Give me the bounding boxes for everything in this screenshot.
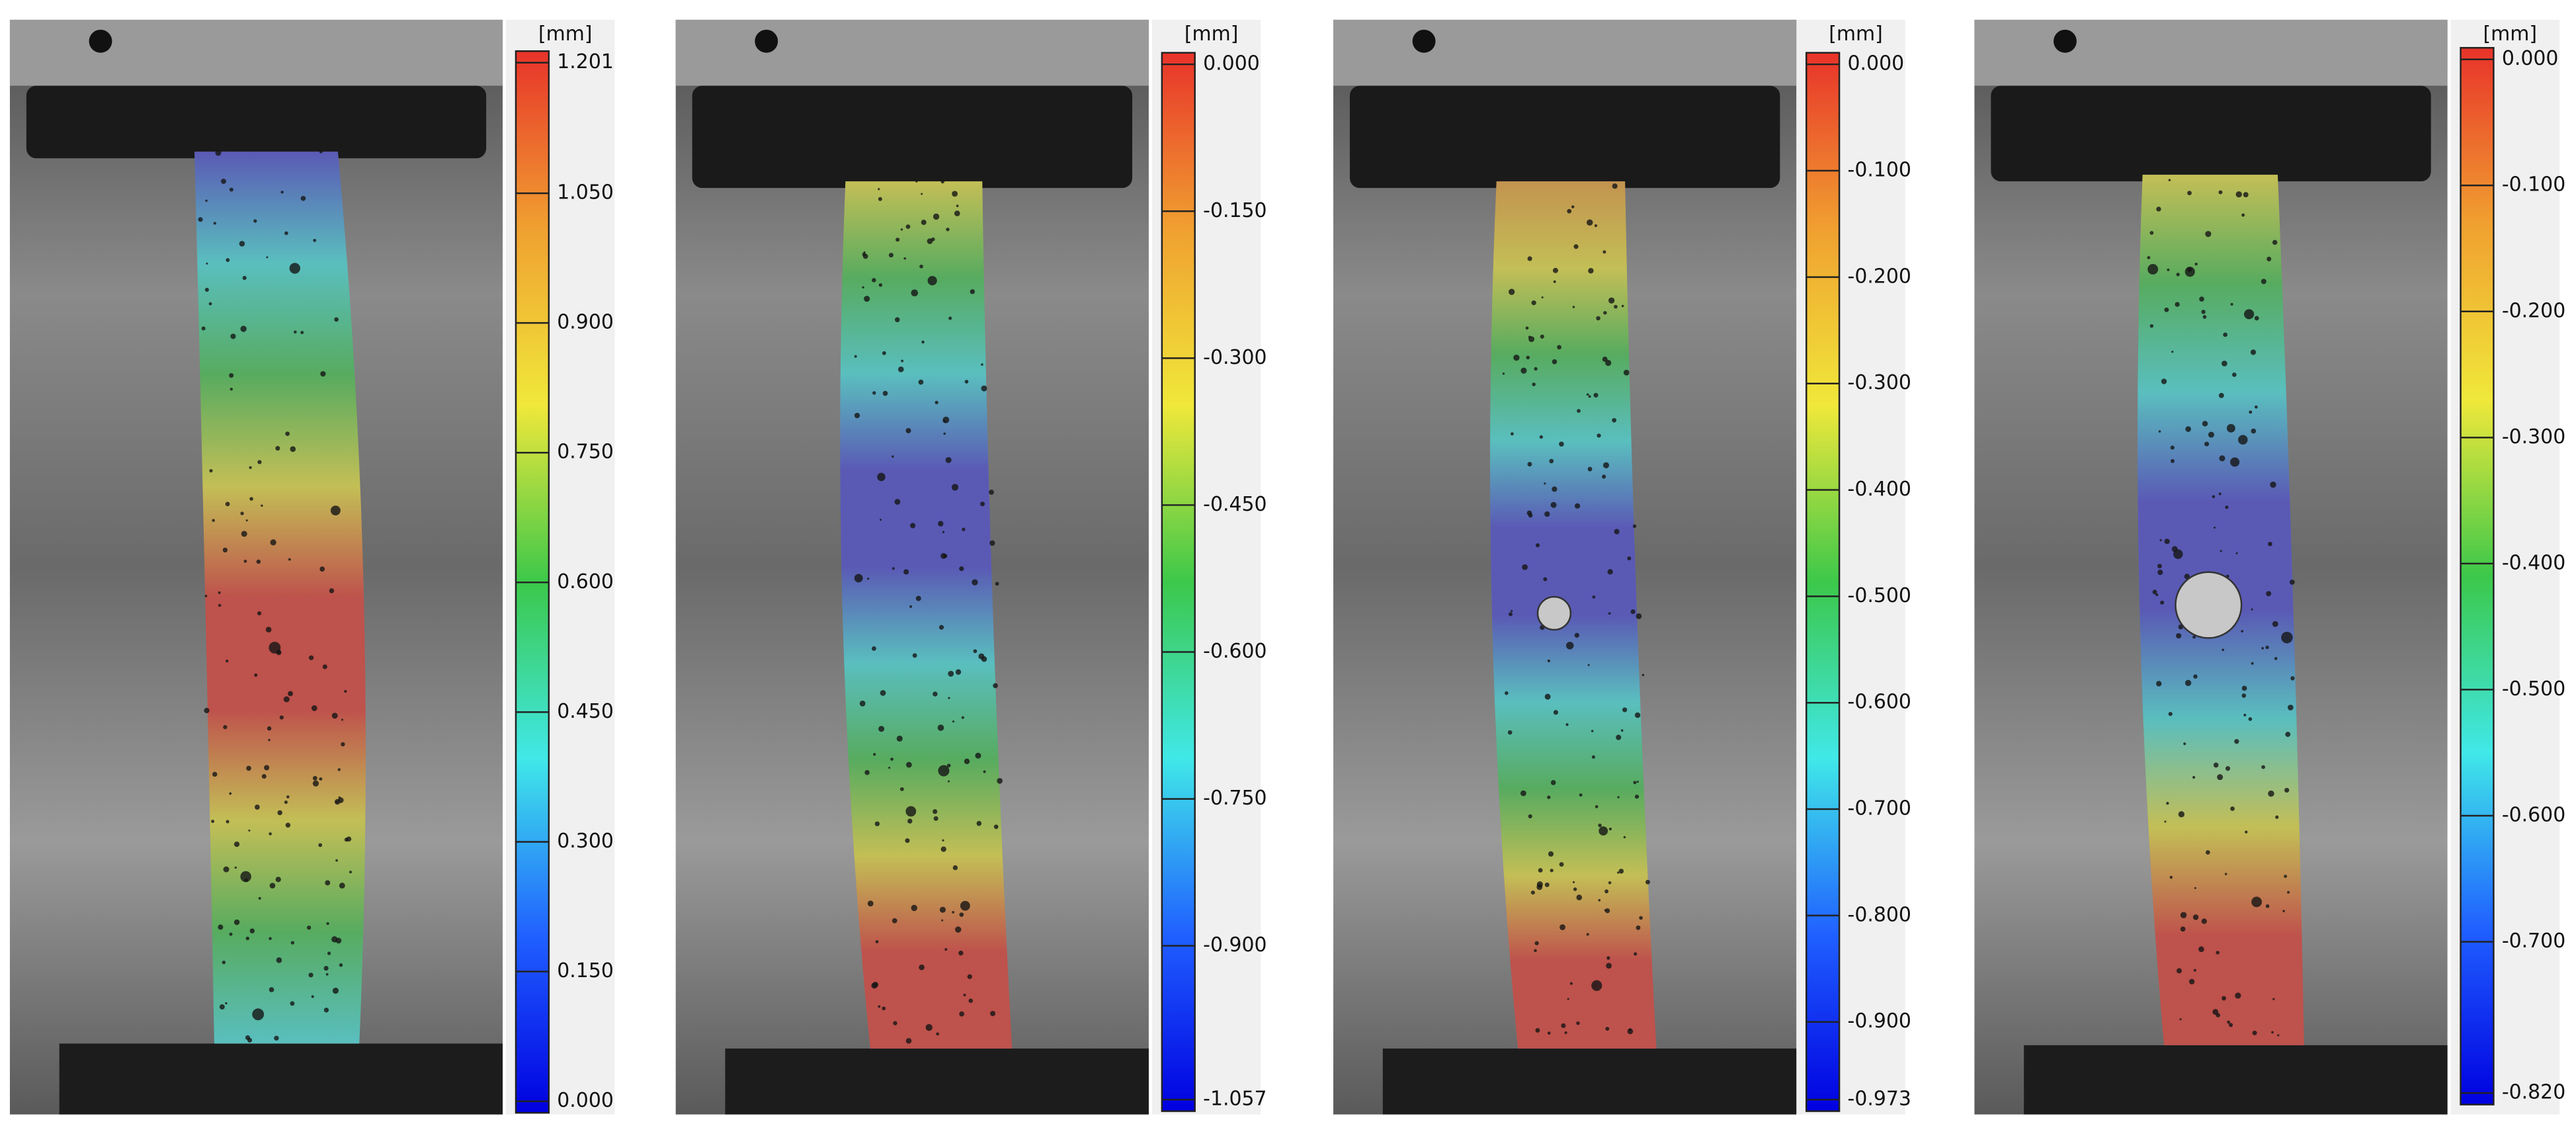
colorbar-tick-label: -0.400	[2502, 551, 2565, 574]
panel: [mm]0.000 -0.100 -0.200 -0.300 -0.400 -0.500 -…	[1974, 19, 2565, 1115]
colorbar-tick-label: 0.900	[557, 311, 614, 334]
colorbar-tick-label: 0.000	[1848, 52, 1905, 75]
colorbar-tick-label: 0.600	[557, 570, 614, 593]
colorbar-unit: [mm]	[1184, 22, 1239, 46]
colorbar-unit: [mm]	[538, 22, 593, 46]
colorbar-tick-label: -0.400	[1848, 478, 1911, 501]
colorbar-tick-label: 0.750	[557, 441, 614, 464]
colorbar-tick-label: -0.700	[2502, 930, 2565, 953]
colorbar-tick-label: 0.150	[557, 959, 614, 982]
colorbar-tick-label: -0.100	[2502, 173, 2565, 196]
colorbar-tick-label: -0.450	[1203, 493, 1267, 516]
colorbar-tick-label: -0.820	[2502, 1081, 2565, 1104]
colorbar-tick-label: -0.600	[1203, 640, 1267, 663]
colorbar-tick-label: 0.000	[1203, 52, 1260, 75]
colorbar-tick-label: -0.900	[1203, 933, 1267, 957]
colorbar-tick-label: -0.300	[1848, 371, 1911, 394]
panel: [mm] 0.000 -0.150 -0.300 -0.450 -0.600 -0.750 -…	[675, 19, 1267, 1115]
colorbar-tick-label: -0.200	[1848, 265, 1911, 288]
colorbar-tick-label: -0.900	[1848, 1010, 1911, 1033]
specimen-photo	[1974, 19, 2448, 1115]
colorbar-tick-label: -0.300	[2502, 425, 2565, 449]
colorbar-tick-label: -0.750	[1203, 787, 1267, 810]
colorbar-tick-label: -0.200	[2502, 299, 2565, 322]
colorbar-tick-label: 0.450	[557, 700, 614, 723]
colorbar-tick-label: -0.600	[2502, 803, 2565, 826]
colorbar	[1161, 52, 1196, 1112]
colorbar-tick-label: 1.201	[557, 50, 614, 73]
colorbar-tick-label: -1.057	[1203, 1088, 1267, 1111]
specimen-photo	[1333, 19, 1797, 1115]
colorbar-tick-label: -0.150	[1203, 199, 1267, 222]
colorbar-tick-label: 0.000	[557, 1089, 614, 1112]
specimen-photo	[675, 19, 1149, 1115]
colorbar-tick-label: 0.000	[2502, 47, 2559, 70]
colorbar	[1805, 52, 1841, 1112]
colorbar-tick-label: -0.300	[1203, 346, 1267, 369]
colorbar-tick-label: -0.500	[2502, 677, 2565, 701]
colorbar-tick-label: -0.100	[1848, 159, 1911, 182]
panel: [mm] 0.000 -0.100 -0.200 -0.300 -0.400 -0.500 -…	[1333, 19, 1911, 1115]
colorbar-tick-label: -0.973	[1848, 1088, 1911, 1111]
colorbar-unit: [mm]	[2483, 22, 2538, 46]
colorbar-unit: [mm]	[1829, 22, 1883, 46]
colorbar-tick-label: -0.500	[1848, 584, 1911, 607]
colorbar-tick-label: 1.050	[557, 181, 614, 204]
colorbar	[2460, 47, 2495, 1105]
colorbar-tick-label: -0.800	[1848, 903, 1911, 926]
panel: [mm] 1.201 1.050 0.900 0.750 0.600 0.450 0.300 0…	[9, 19, 615, 1115]
specimen-photo	[9, 19, 503, 1115]
colorbar-tick-label: -0.700	[1848, 797, 1911, 820]
colorbar-tick-label: 0.300	[557, 830, 614, 853]
colorbar-tick-label: -0.600	[1848, 691, 1911, 714]
